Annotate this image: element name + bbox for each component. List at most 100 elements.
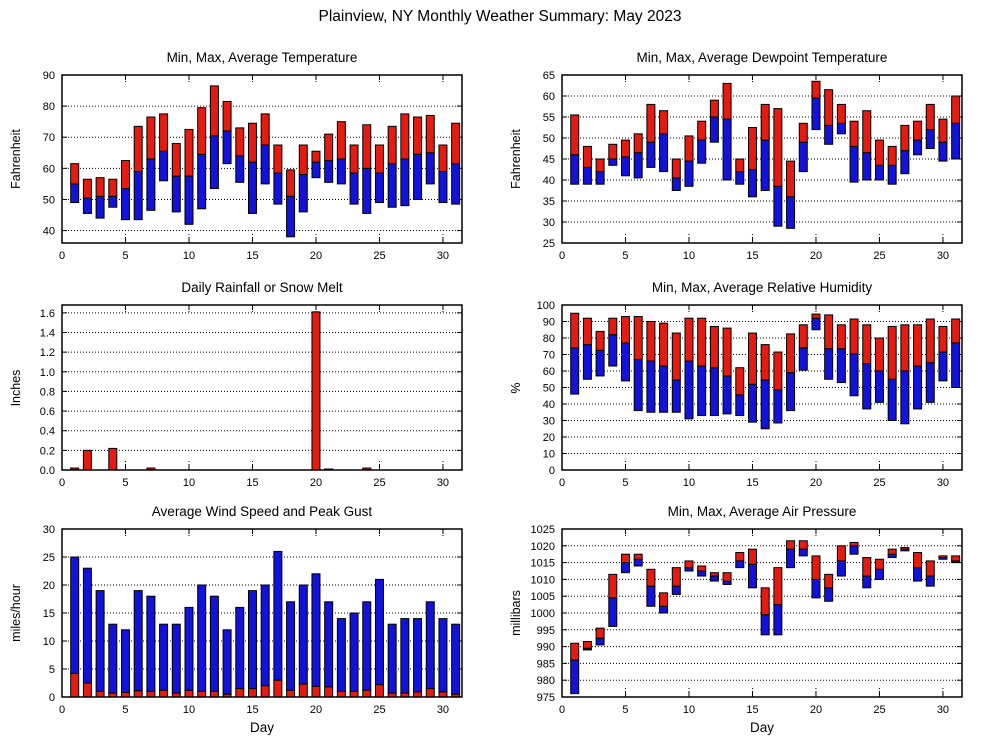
svg-text:60: 60 — [543, 366, 555, 378]
svg-text:0.6: 0.6 — [40, 406, 55, 418]
svg-text:5: 5 — [122, 704, 128, 716]
svg-text:1010: 1010 — [531, 574, 555, 586]
svg-text:45: 45 — [543, 154, 555, 166]
svg-text:0: 0 — [59, 250, 65, 262]
svg-text:0: 0 — [559, 477, 565, 489]
svg-text:10: 10 — [683, 704, 695, 716]
svg-text:20: 20 — [810, 704, 822, 716]
svg-text:0: 0 — [59, 477, 65, 489]
svg-text:0: 0 — [559, 704, 565, 716]
svg-text:25: 25 — [543, 238, 555, 250]
svg-text:10: 10 — [183, 250, 195, 262]
dewpoint-plot: 25 30 35 40 45 50 55 60 65 0 5 10 15 20 25 30 — [543, 70, 963, 262]
svg-text:1.0: 1.0 — [40, 367, 55, 379]
chart-pressure: 975 980 985 990 995 1000 1005 1010 1015 1020 1025 0… — [500, 498, 1000, 750]
dewpoint-y-axis-label: Fahrenheit — [509, 129, 523, 189]
humidity-y-axis-label: % — [509, 382, 523, 394]
svg-text:20: 20 — [43, 580, 55, 592]
pressure-x-axis-label: Day — [749, 720, 774, 735]
pressure-plot: 9759809859909951000100510101015102010250… — [531, 524, 963, 716]
svg-text:15: 15 — [246, 704, 258, 716]
svg-text:15: 15 — [746, 477, 758, 489]
svg-text:20: 20 — [543, 432, 555, 444]
chart-dewpoint: 25 30 35 40 45 50 55 60 65 0 5 10 15 20 25 30 Min, Max,… — [500, 40, 1000, 268]
svg-text:980: 980 — [537, 675, 555, 687]
svg-text:0: 0 — [59, 704, 65, 716]
svg-text:25: 25 — [873, 704, 885, 716]
svg-text:1000: 1000 — [531, 608, 555, 620]
svg-text:1005: 1005 — [531, 591, 555, 603]
svg-text:30: 30 — [543, 217, 555, 229]
svg-text:990: 990 — [537, 642, 555, 654]
svg-text:30: 30 — [43, 524, 55, 536]
rainfall-title: Daily Rainfall or Snow Melt — [181, 280, 343, 295]
svg-text:50: 50 — [543, 133, 555, 145]
svg-text:60: 60 — [43, 163, 55, 175]
svg-text:0.8: 0.8 — [40, 386, 55, 398]
svg-text:0.0: 0.0 — [40, 465, 55, 477]
chart-humidity: 0 10 20 30 40 50 60 70 80 90 100 0 5 10 15 20 25 30 Min, … — [500, 270, 1000, 498]
svg-text:35: 35 — [543, 196, 555, 208]
chart-wind: 0 5 10 15 20 25 30 0 5 10 15 20 25 30 Average Wind Sp… — [0, 498, 500, 750]
svg-text:80: 80 — [543, 333, 555, 345]
wind-x-axis-label: Day — [249, 720, 274, 735]
svg-text:100: 100 — [537, 300, 555, 312]
svg-text:30: 30 — [543, 416, 555, 428]
svg-text:15: 15 — [746, 250, 758, 262]
svg-text:25: 25 — [373, 704, 385, 716]
svg-text:90: 90 — [543, 317, 555, 329]
svg-text:10: 10 — [183, 477, 195, 489]
svg-text:995: 995 — [537, 625, 555, 637]
temperature-y-axis-label: Fahrenheit — [9, 129, 23, 189]
wind-title: Average Wind Speed and Peak Gust — [151, 504, 373, 519]
svg-text:70: 70 — [543, 350, 555, 362]
rainfall-plot: 0.0 0.2 0.4 0.6 0.8 1.0 1.2 1.4 1.6 0 5 10 15 20 25 30 — [40, 304, 463, 489]
svg-text:20: 20 — [810, 250, 822, 262]
svg-text:30: 30 — [437, 704, 449, 716]
svg-text:0: 0 — [559, 250, 565, 262]
svg-text:90: 90 — [43, 70, 55, 82]
svg-text:5: 5 — [122, 477, 128, 489]
svg-text:985: 985 — [537, 658, 555, 670]
svg-text:25: 25 — [373, 477, 385, 489]
svg-text:30: 30 — [937, 704, 949, 716]
svg-text:30: 30 — [437, 477, 449, 489]
svg-text:70: 70 — [43, 132, 55, 144]
chart-temperature: 40 50 60 70 80 90 0 5 10 15 20 25 30 Min, Max, Avera… — [0, 40, 500, 268]
svg-text:15: 15 — [43, 608, 55, 620]
svg-text:1015: 1015 — [531, 558, 555, 570]
svg-text:15: 15 — [246, 477, 258, 489]
rainfall-y-axis-label: Inches — [9, 369, 23, 407]
svg-text:15: 15 — [746, 704, 758, 716]
svg-text:50: 50 — [43, 194, 55, 206]
svg-text:10: 10 — [43, 636, 55, 648]
svg-text:10: 10 — [543, 449, 555, 461]
svg-text:40: 40 — [43, 226, 55, 238]
svg-text:25: 25 — [873, 477, 885, 489]
svg-text:5: 5 — [622, 250, 628, 262]
temperature-title: Min, Max, Average Temperature — [166, 50, 358, 65]
svg-text:5: 5 — [622, 477, 628, 489]
svg-text:25: 25 — [43, 552, 55, 564]
svg-text:65: 65 — [543, 70, 555, 82]
svg-text:20: 20 — [310, 704, 322, 716]
chart-rainfall: 0.0 0.2 0.4 0.6 0.8 1.0 1.2 1.4 1.6 0 5 10 15 20 25 30 … — [0, 270, 500, 498]
svg-text:30: 30 — [937, 477, 949, 489]
svg-text:15: 15 — [246, 250, 258, 262]
svg-text:0: 0 — [549, 465, 555, 477]
svg-text:1025: 1025 — [531, 524, 555, 536]
pressure-title: Min, Max, Average Air Pressure — [667, 504, 857, 519]
svg-text:5: 5 — [122, 250, 128, 262]
svg-text:10: 10 — [683, 477, 695, 489]
svg-text:50: 50 — [543, 383, 555, 395]
svg-text:10: 10 — [183, 704, 195, 716]
wind-y-axis-label: miles/hour — [9, 584, 23, 642]
svg-text:20: 20 — [310, 250, 322, 262]
svg-text:0.2: 0.2 — [40, 445, 55, 457]
svg-text:60: 60 — [543, 91, 555, 103]
temperature-plot: 40 50 60 70 80 90 0 5 10 15 20 25 30 — [43, 70, 463, 262]
svg-text:30: 30 — [937, 250, 949, 262]
svg-text:5: 5 — [49, 664, 55, 676]
svg-text:0.4: 0.4 — [40, 426, 55, 438]
svg-text:1.6: 1.6 — [40, 308, 55, 320]
